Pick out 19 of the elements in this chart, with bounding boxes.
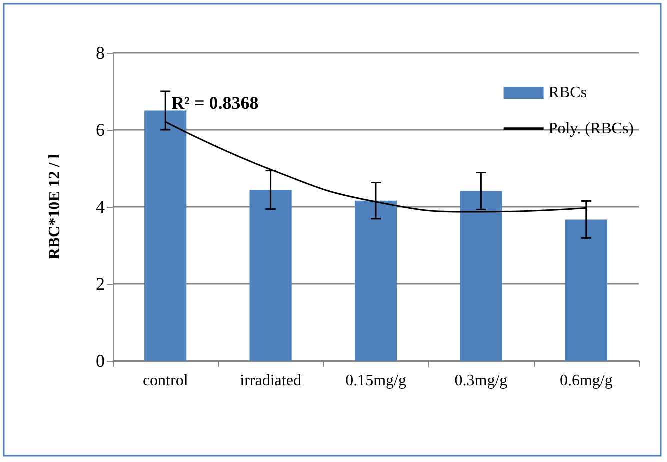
bar bbox=[250, 190, 292, 361]
bar bbox=[354, 200, 398, 361]
x-tick-label: 0.6mg/g bbox=[560, 372, 613, 390]
legend-label: RBCs bbox=[548, 84, 588, 102]
bar bbox=[460, 191, 502, 361]
y-tick-label: 8 bbox=[96, 43, 105, 63]
bar bbox=[144, 110, 187, 361]
x-tick-label: 0.15mg/g bbox=[346, 372, 406, 390]
y-tick-label: 4 bbox=[96, 197, 105, 217]
y-tick-label: 6 bbox=[96, 120, 105, 140]
y-tick-label: 2 bbox=[96, 274, 105, 294]
bar bbox=[565, 220, 608, 361]
y-axis-title: RBC*10E 12 / l bbox=[46, 154, 64, 260]
x-tick-label: 0.3mg/g bbox=[454, 372, 508, 390]
annotation: R² = 0.8368 bbox=[172, 92, 259, 113]
x-tick-label: irradiated bbox=[240, 372, 302, 390]
legend-label: Poly. (RBCs) bbox=[548, 120, 634, 138]
y-tick-label: 0 bbox=[96, 351, 105, 371]
x-tick-label: control bbox=[142, 372, 189, 390]
